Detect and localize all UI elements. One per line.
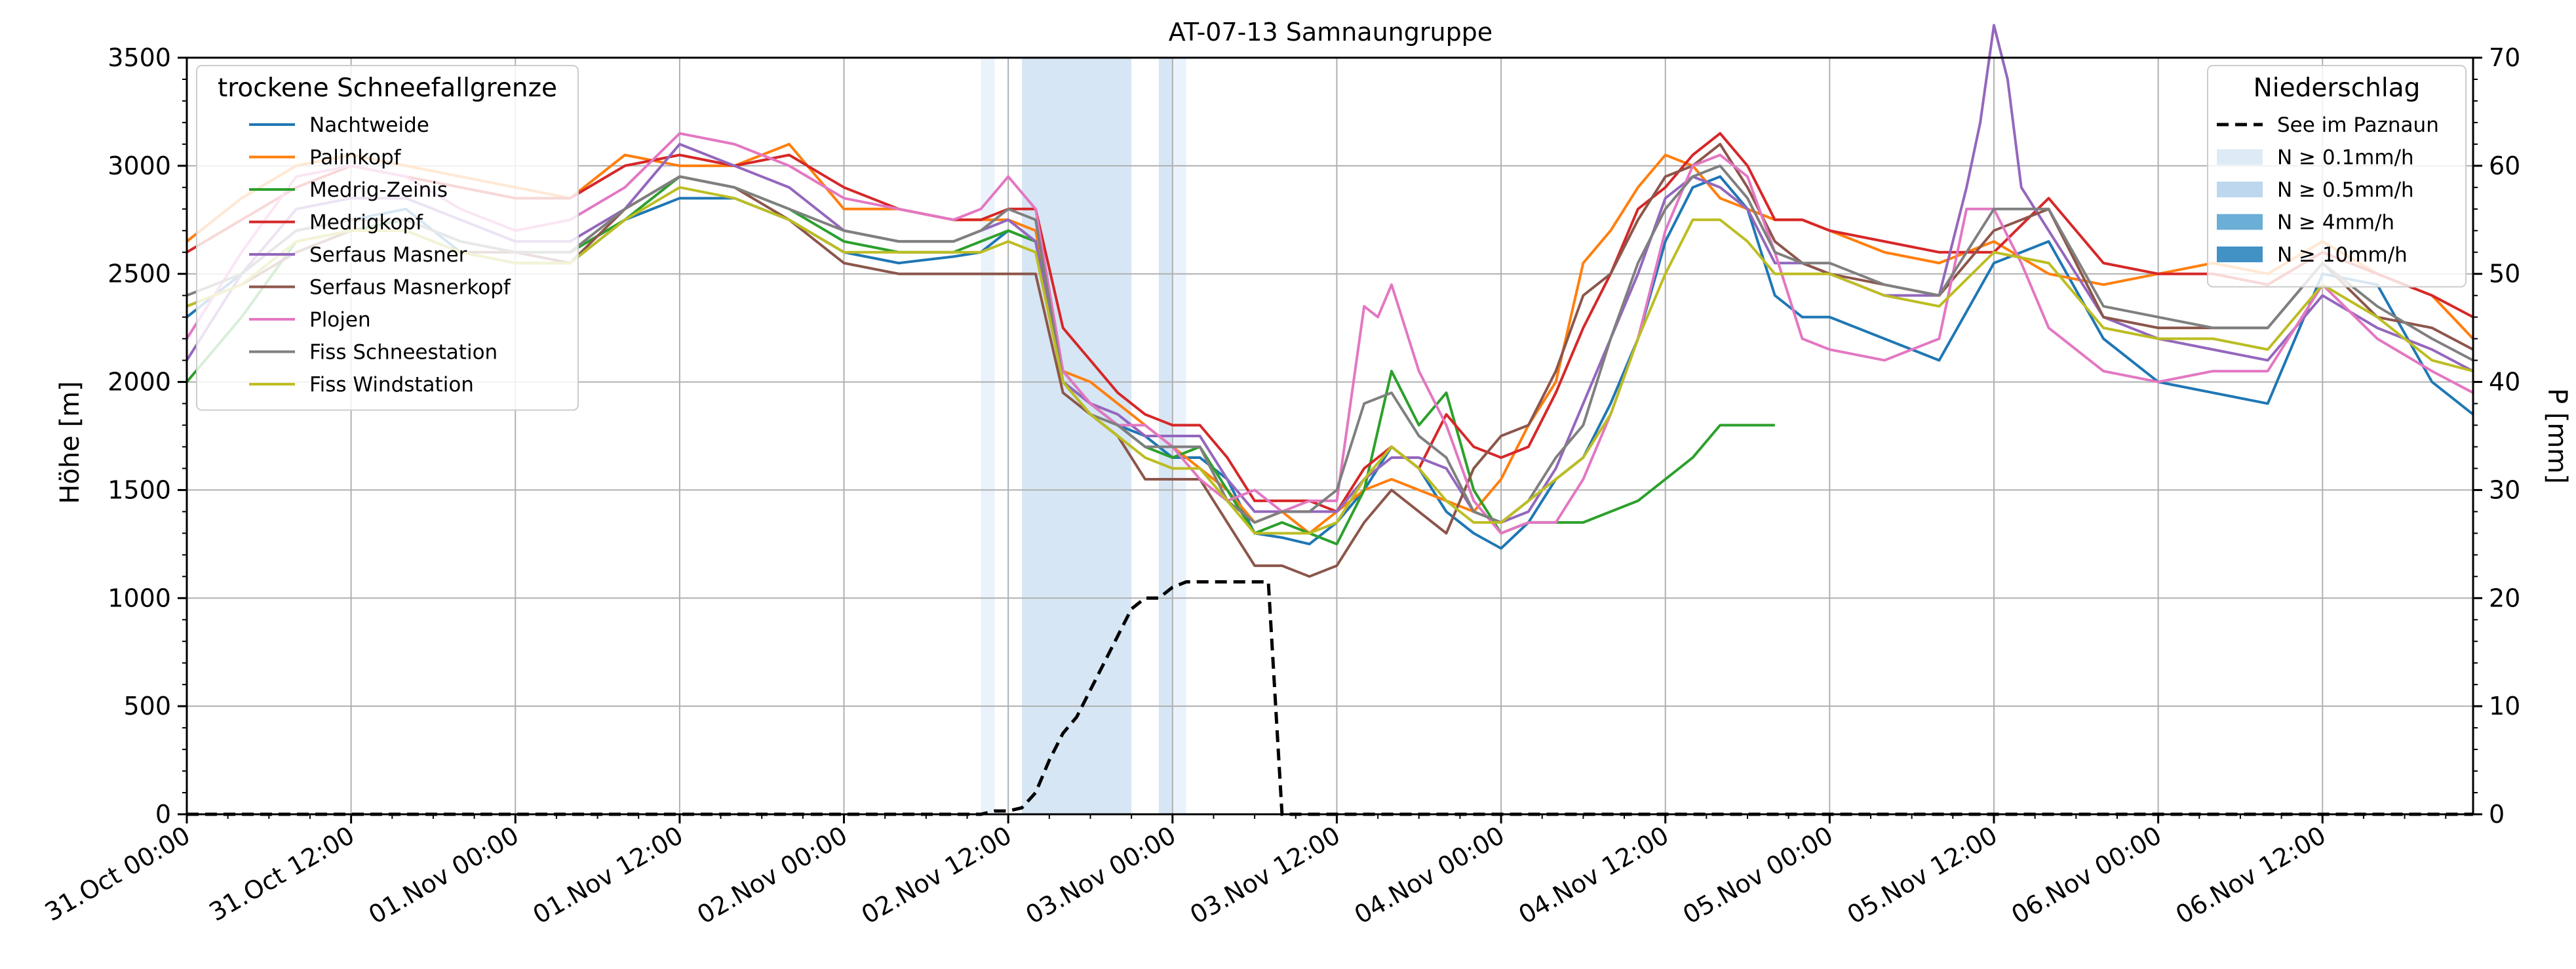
y-tick-label-7: 3500 <box>107 43 171 72</box>
y2-tick-label-3: 30 <box>2489 475 2520 504</box>
legend-label-1: Palinkopf <box>309 146 402 170</box>
x-tick-label-11: 05.Nov 12:00 <box>1843 821 2002 930</box>
legend-stations: trockene Schneefallgrenze Nachtweide Palin… <box>196 65 579 411</box>
legend-precipitation: Niederschlag See im Paznaun N ≥ 0.1mm/h N ≥… <box>2207 65 2467 288</box>
y-tick-label-6: 3000 <box>107 151 171 180</box>
series-serfaus-masner <box>185 24 2474 524</box>
y2-tick-label-6: 60 <box>2489 151 2520 180</box>
y2-tick-label-7: 70 <box>2489 43 2520 72</box>
legend-precip-swatch-1 <box>2217 149 2263 165</box>
legend-stations-title: trockene Schneefallgrenze <box>218 73 557 103</box>
legend-label-6: Plojen <box>309 308 371 332</box>
legend-label-7: Fiss Schneestation <box>309 341 498 365</box>
x-tick-label-7: 03.Nov 12:00 <box>1185 821 1345 930</box>
y2-tick-label-5: 50 <box>2489 260 2520 288</box>
precip-band-0 <box>981 58 995 814</box>
legend-label-0: Nachtweide <box>309 113 429 137</box>
x-tick-label-1: 31.Oct 12:00 <box>205 821 360 927</box>
legend-precip-swatch-4 <box>2217 247 2263 262</box>
x-tick-label-5: 02.Nov 12:00 <box>857 821 1017 930</box>
series-see-im-paznaun <box>187 580 2473 816</box>
legend-label-8: Fiss Windstation <box>309 373 474 397</box>
legend-label-2: Medrig-Zeinis <box>309 178 448 202</box>
y2-axis-label: P [mm] <box>2542 388 2572 484</box>
legend-precip-title: Niederschlag <box>2254 73 2421 103</box>
y-tick-label-3: 1500 <box>107 475 171 504</box>
x-tick-label-12: 06.Nov 00:00 <box>2006 821 2166 930</box>
legend-precip-frame <box>2207 65 2467 288</box>
legend-precip-swatch-3 <box>2217 214 2263 230</box>
legend-precip-swatch-2 <box>2217 182 2263 197</box>
x-tick-label-4: 02.Nov 00:00 <box>692 821 852 930</box>
legend-precip-label-1: N ≥ 0.1mm/h <box>2277 146 2414 170</box>
y2-tick-label-1: 10 <box>2489 692 2520 721</box>
y-tick-label-2: 1000 <box>107 583 171 612</box>
y2-tick-label-2: 20 <box>2489 583 2520 612</box>
y-tick-label-4: 2000 <box>107 368 171 397</box>
y-tick-label-1: 500 <box>123 692 171 721</box>
y-tick-label-5: 2500 <box>107 260 171 288</box>
legend-precip-label-3: N ≥ 4mm/h <box>2277 211 2394 235</box>
series-plojen <box>185 132 2474 535</box>
x-tick-label-3: 01.Nov 12:00 <box>528 821 688 930</box>
chart-title: AT-07-13 Samnaungruppe <box>1169 18 1493 47</box>
series-medrig-zeinis <box>185 175 1775 545</box>
series-fiss-windstation <box>186 186 2474 535</box>
precip-band-1 <box>1022 58 1132 814</box>
x-tick-label-8: 04.Nov 00:00 <box>1350 821 1510 930</box>
y2-tick-label-0: 0 <box>2489 800 2505 829</box>
y-tick-label-0: 0 <box>155 800 171 829</box>
legend-label-5: Serfaus Masnerkopf <box>309 276 511 300</box>
plot-frame <box>185 56 2474 816</box>
x-tick-label-2: 01.Nov 00:00 <box>364 821 524 930</box>
x-tick-label-10: 05.Nov 00:00 <box>1678 821 1838 930</box>
y-axis-label: Höhe [m] <box>55 381 85 504</box>
legend-stations-frame <box>196 65 579 411</box>
legend-precip-label-2: N ≥ 0.5mm/h <box>2277 178 2414 202</box>
legend-precip-label-4: N ≥ 10mm/h <box>2277 243 2408 267</box>
legend-label-4: Serfaus Masner <box>309 243 467 267</box>
x-tick-label-6: 03.Nov 00:00 <box>1021 821 1181 930</box>
x-tick-label-0: 31.Oct 00:00 <box>40 821 195 927</box>
series-fiss-schneestation <box>186 164 2474 524</box>
y2-tick-label-4: 40 <box>2489 368 2520 397</box>
x-tick-label-13: 06.Nov 12:00 <box>2171 821 2331 930</box>
legend-precip-label-0: See im Paznaun <box>2277 113 2439 137</box>
legend-label-3: Medrigkopf <box>309 211 423 235</box>
x-tick-label-9: 04.Nov 12:00 <box>1513 821 1673 930</box>
